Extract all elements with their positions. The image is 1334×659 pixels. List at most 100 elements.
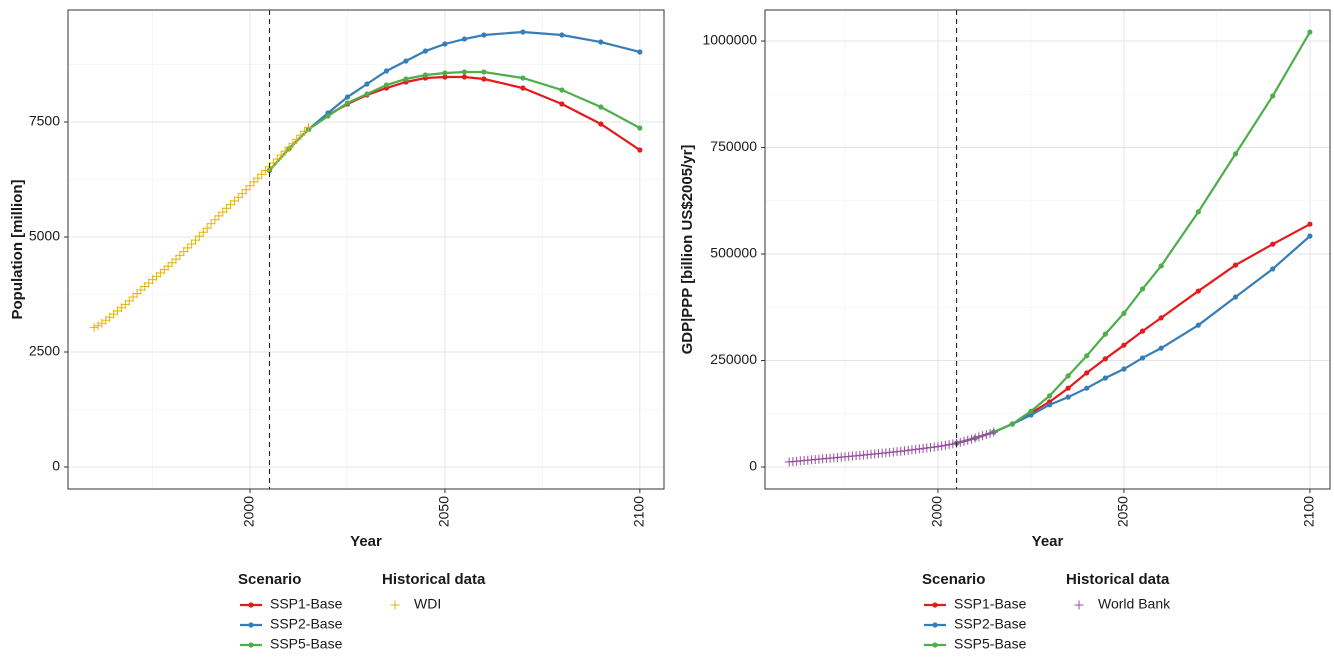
plus-marker xyxy=(261,166,271,176)
point-marker xyxy=(422,72,429,78)
plus-marker xyxy=(284,142,294,152)
plus-marker xyxy=(226,200,236,210)
point-marker xyxy=(1195,209,1201,215)
point-marker xyxy=(598,39,604,45)
plus-marker xyxy=(948,439,958,449)
plot-border xyxy=(67,9,665,490)
point-marker xyxy=(637,125,643,131)
y-tick-label: 500000 xyxy=(710,245,757,261)
point-marker xyxy=(461,74,468,80)
point-marker xyxy=(461,69,468,75)
x-tick-label: 2050 xyxy=(436,496,452,527)
plus-marker xyxy=(280,146,290,156)
plus-marker xyxy=(237,189,247,199)
plus-marker xyxy=(981,430,991,440)
plus-marker xyxy=(253,173,263,183)
point-marker xyxy=(1102,331,1108,337)
y-tick-label: 2500 xyxy=(29,343,60,359)
point-marker xyxy=(1270,241,1276,247)
point-marker xyxy=(932,602,938,608)
plus-marker xyxy=(249,177,259,187)
point-marker xyxy=(481,76,487,82)
point-marker xyxy=(1046,402,1053,408)
point-marker xyxy=(1102,356,1108,362)
plus-marker xyxy=(124,296,134,306)
plus-marker xyxy=(933,442,943,452)
plus-marker xyxy=(190,235,200,245)
plot-background xyxy=(765,10,1330,489)
point-marker xyxy=(1158,315,1164,321)
plus-marker xyxy=(296,130,306,140)
plus-marker xyxy=(955,437,965,447)
plus-marker xyxy=(974,432,984,442)
y-tick-label: 1000000 xyxy=(702,32,757,48)
plus-marker xyxy=(233,192,243,202)
point-marker xyxy=(1121,310,1127,316)
legend-label: WDI xyxy=(414,596,441,612)
legend-label: SSP1-Base xyxy=(954,596,1027,612)
point-marker xyxy=(559,87,565,93)
legend-key xyxy=(390,600,400,610)
legend-title: Historical data xyxy=(1066,571,1170,588)
point-marker xyxy=(1307,233,1313,239)
point-marker xyxy=(1139,328,1146,334)
point-marker xyxy=(1139,355,1146,361)
point-marker xyxy=(1065,385,1071,391)
legend-label: SSP2-Base xyxy=(270,616,343,632)
legend-label: World Bank xyxy=(1098,596,1171,612)
point-marker xyxy=(520,29,526,35)
plus-marker xyxy=(245,181,255,191)
point-marker xyxy=(559,101,565,107)
point-marker xyxy=(1270,266,1276,272)
y-tick-label: 7500 xyxy=(29,113,60,129)
point-marker xyxy=(442,70,448,76)
plus-marker xyxy=(93,321,103,331)
point-marker xyxy=(598,121,604,127)
legend-title: Scenario xyxy=(922,571,985,588)
plus-marker xyxy=(257,169,267,179)
x-axis-title: Year xyxy=(1032,533,1064,550)
point-marker xyxy=(520,85,526,91)
series-line xyxy=(268,70,641,172)
plus-marker xyxy=(268,158,278,168)
point-marker xyxy=(422,48,429,54)
point-marker xyxy=(1139,286,1146,292)
plus-marker xyxy=(292,134,302,144)
plus-marker xyxy=(187,239,197,249)
y-axis-title: GDP|PPP [billion US$2005/yr] xyxy=(679,145,696,355)
plot-border xyxy=(764,9,1331,490)
point-marker xyxy=(1232,262,1239,268)
legend-key xyxy=(240,622,262,628)
point-marker xyxy=(520,75,526,81)
plus-marker xyxy=(978,431,988,441)
point-marker xyxy=(1009,421,1015,427)
point-marker xyxy=(344,100,351,106)
point-marker xyxy=(932,642,938,648)
panel: 0 2500 5000 7500 2000 2050 2100 Year Population … xyxy=(9,9,665,652)
legend-label: SSP2-Base xyxy=(954,616,1027,632)
panel: 0 250000 500000 750000 1000000 2000 2050 2100 Ye… xyxy=(679,9,1331,652)
plus-marker xyxy=(937,441,947,451)
x-tick-label: 2100 xyxy=(1301,496,1317,527)
series-line xyxy=(268,30,641,172)
plus-marker xyxy=(944,440,954,450)
point-marker xyxy=(1046,393,1053,399)
point-marker xyxy=(1158,263,1164,269)
y-tick-label: 250000 xyxy=(710,351,757,367)
plus-marker xyxy=(304,122,314,132)
legend-key xyxy=(924,602,946,608)
point-marker xyxy=(932,622,938,628)
point-marker xyxy=(1065,394,1071,400)
plus-marker xyxy=(970,433,980,443)
legend-title: Scenario xyxy=(238,571,301,588)
point-marker xyxy=(559,32,565,38)
point-marker xyxy=(248,642,254,648)
x-axis-title: Year xyxy=(350,533,382,550)
plus-marker xyxy=(959,436,969,446)
point-marker xyxy=(1028,408,1034,414)
point-marker xyxy=(461,36,468,42)
plus-marker xyxy=(229,196,239,206)
plus-marker xyxy=(241,185,251,195)
point-marker xyxy=(1084,353,1090,359)
